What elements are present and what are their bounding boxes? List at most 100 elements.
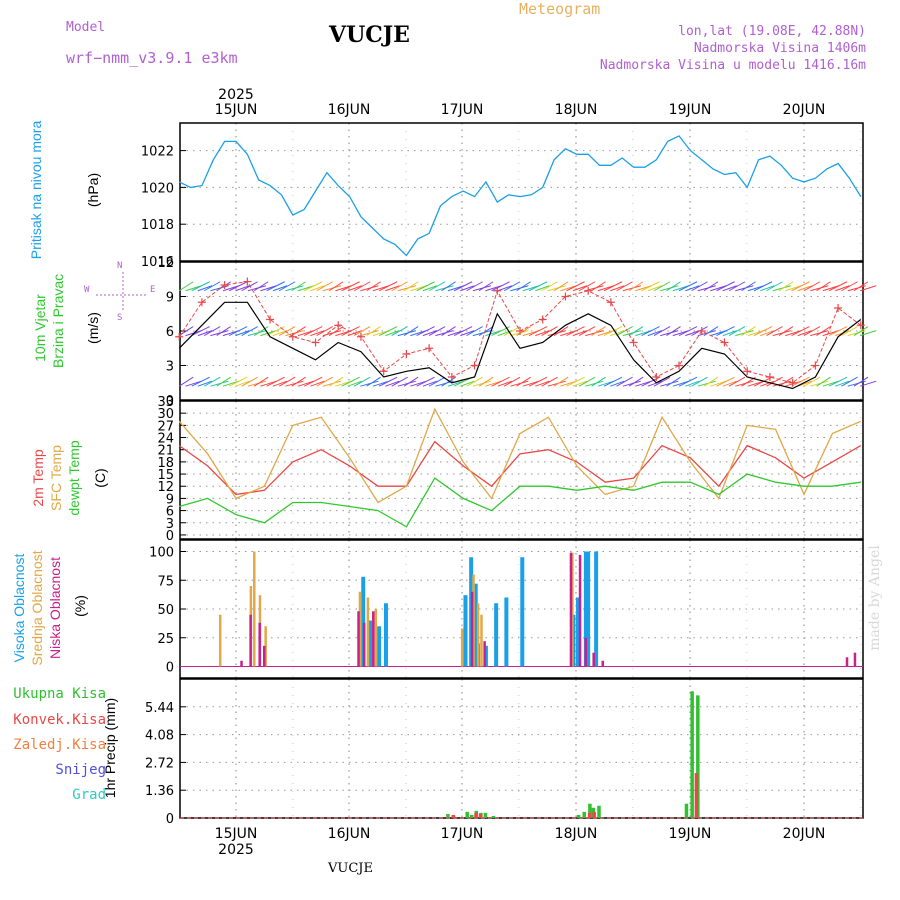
y-tick-label: 25 <box>157 632 174 647</box>
day-label-bottom: 17JUN <box>441 826 484 842</box>
wind-barb <box>178 376 194 387</box>
cloud-bar <box>601 660 605 667</box>
precip-bar <box>451 814 456 818</box>
wind-barb <box>203 376 221 387</box>
wind-barb <box>791 281 810 292</box>
wind-barb <box>597 330 614 337</box>
wind-barb <box>191 326 210 337</box>
wind-barb <box>322 285 342 292</box>
wind-barb <box>710 285 727 292</box>
wind-barb <box>766 326 783 337</box>
y-tick-label: 12 <box>157 256 174 271</box>
wind-barb <box>460 285 475 292</box>
wind-barb <box>835 285 850 292</box>
wind-barb <box>685 380 700 387</box>
wind-barb <box>785 380 802 387</box>
wind-barb <box>210 380 229 387</box>
y-tick-label: 12 <box>157 480 174 495</box>
wind-barb <box>666 376 681 387</box>
wind-barb <box>491 281 510 292</box>
y-tick-label: 3 <box>166 360 174 375</box>
wind-barb <box>453 281 473 292</box>
wind-barb <box>316 281 333 292</box>
cloud-bar <box>249 614 252 667</box>
cloud-bar <box>470 591 474 667</box>
wind-barb <box>410 380 427 387</box>
wind-barb <box>435 330 454 337</box>
wind-barb <box>191 376 210 387</box>
y-tick-label: 33 <box>157 395 174 410</box>
wind-barb <box>522 330 539 337</box>
gust-marker <box>266 315 275 324</box>
wind-barb <box>766 376 783 387</box>
footer-station: VUCJE <box>328 861 373 876</box>
wind-barb <box>197 330 213 337</box>
wind-barb <box>310 330 325 337</box>
year-label-top: 2025 <box>218 87 254 103</box>
cloud-bar <box>258 622 261 667</box>
wind-barb <box>391 281 408 292</box>
wind-barb <box>735 330 754 337</box>
wind-barb <box>297 285 315 292</box>
wind-barb <box>203 326 221 337</box>
cloud-bar <box>586 551 591 667</box>
wind-barb <box>378 326 398 337</box>
wind-barb <box>272 285 288 292</box>
cloud-bar <box>358 591 362 667</box>
wind-barb <box>422 330 438 337</box>
wind-barb <box>722 285 737 292</box>
wind-barb <box>285 330 304 337</box>
wind-barb <box>716 376 735 387</box>
y-tick-label: 0 <box>166 661 174 676</box>
wind-barb <box>747 285 764 292</box>
wind-barb <box>516 281 531 292</box>
wind-barb <box>685 285 700 292</box>
cloud-bar <box>569 552 573 667</box>
wind-barb <box>316 376 333 387</box>
wind-barb <box>241 326 258 337</box>
wind-barb <box>347 380 363 387</box>
wind-barb <box>460 330 475 337</box>
wind-barb <box>722 330 737 337</box>
gust-marker <box>334 321 343 330</box>
wind-barb <box>203 281 221 292</box>
wind-barb <box>810 285 829 292</box>
wind-barb <box>678 326 698 337</box>
wind-barb <box>210 285 229 292</box>
wind-barb <box>235 285 250 292</box>
wind-barb <box>478 376 494 387</box>
wind-barb <box>422 285 438 292</box>
wind-barb <box>597 380 614 387</box>
wind-barb <box>372 330 390 337</box>
wind-barb <box>272 330 288 337</box>
cloud-bar <box>483 645 488 667</box>
wind-barb <box>378 281 398 292</box>
wind-barb <box>291 326 306 337</box>
day-label-bottom: 15JUN <box>215 826 258 842</box>
wind-barb <box>753 281 773 292</box>
wind-barb <box>397 380 417 387</box>
wind-barb <box>841 326 858 337</box>
wind-barb <box>622 380 641 387</box>
wind-barb <box>303 281 323 292</box>
wind-barb <box>610 380 625 387</box>
wind-speed-line <box>178 301 862 390</box>
wind-barb <box>660 330 679 337</box>
wind-barb <box>822 380 839 387</box>
wind-barb <box>347 285 363 292</box>
wind-barb <box>385 285 400 292</box>
wind-barb <box>491 376 510 387</box>
wind-barb <box>641 326 660 337</box>
wind-barb <box>272 380 288 387</box>
wind-barb <box>478 326 494 337</box>
gust-marker <box>220 281 229 289</box>
y-tick-label: 6 <box>166 325 174 340</box>
y-tick-label: 18 <box>157 456 174 471</box>
wind-barb <box>485 330 502 337</box>
wind-barb <box>503 376 521 387</box>
wind-barb <box>616 326 633 337</box>
wind-barb <box>778 281 794 292</box>
wind-barb <box>378 376 398 387</box>
wind-barb <box>535 330 550 337</box>
wind-barb <box>510 330 529 337</box>
